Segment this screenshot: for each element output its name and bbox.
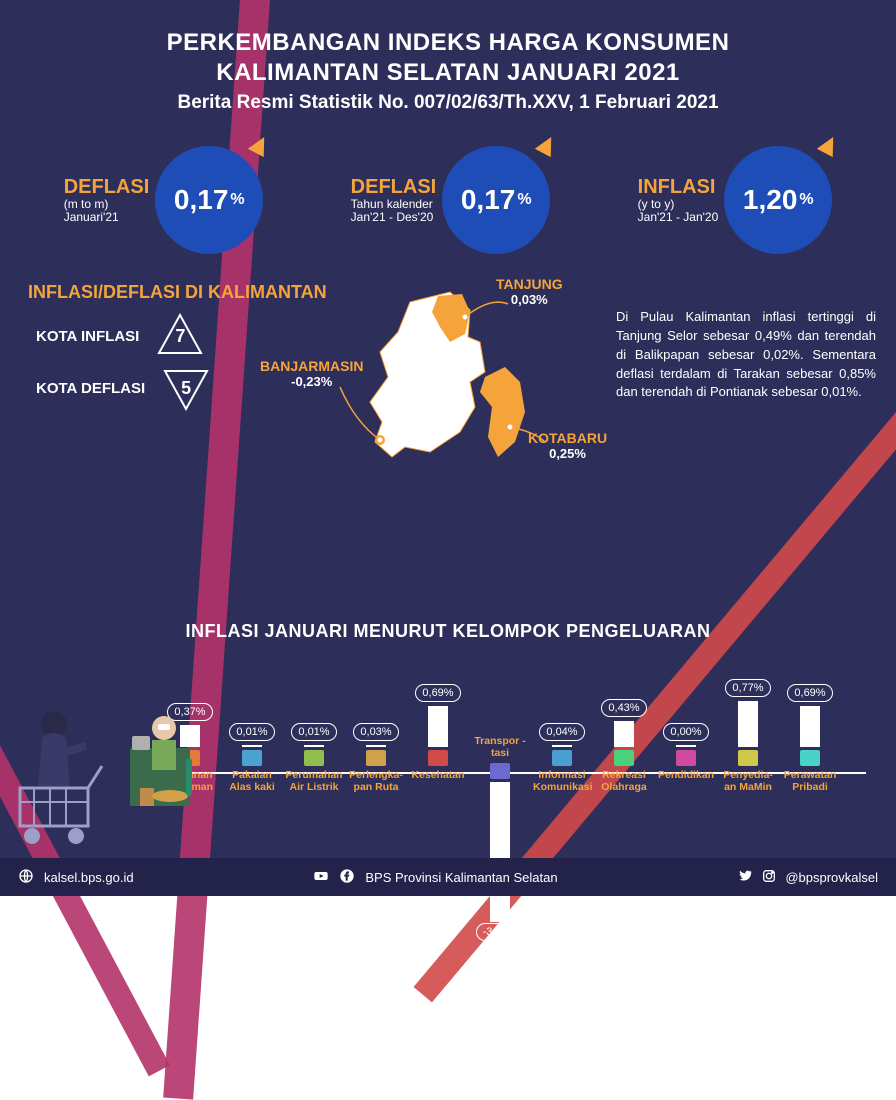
kota-inflasi-label: KOTA INFLASI <box>36 328 139 345</box>
category-label: Informasi Komunikasi <box>533 770 591 793</box>
bar <box>800 706 820 747</box>
category-label: Pakaian Alas kaki <box>223 770 281 793</box>
category-label: Perlengka- pan Ruta <box>347 770 405 793</box>
footer-website: kalsel.bps.go.id <box>44 870 134 885</box>
bar <box>676 745 696 747</box>
bar-value: 0,00% <box>663 723 708 741</box>
category-icon <box>738 750 758 766</box>
footer-handle: @bpsprovkalsel <box>785 870 878 885</box>
category-icon <box>800 750 820 766</box>
city-value: -0,23% <box>260 374 363 389</box>
title-line1: PERKEMBANGAN INDEKS HARGA KONSUMEN <box>0 28 896 58</box>
category-icon <box>490 763 510 779</box>
category-icon <box>676 750 696 766</box>
header: PERKEMBANGAN INDEKS HARGA KONSUMEN KALIM… <box>0 0 896 114</box>
category-label: Penyedia- an MaMin <box>719 770 777 793</box>
bar-value: 0,69% <box>787 684 832 702</box>
bar <box>366 745 386 747</box>
expenditure-title: INFLASI JANUARI MENURUT KELOMPOK PENGELU… <box>0 621 896 642</box>
shopping-illustration <box>10 688 210 848</box>
kota-inflasi-value: 7 <box>175 326 185 347</box>
bar-value: -3,95% <box>476 923 525 941</box>
bar-item: 0,01% Perumahan Air Listrik <box>285 722 343 793</box>
youtube-icon <box>313 868 329 887</box>
city-tanjung: TANJUNG 0,03% <box>496 276 563 307</box>
twitter-icon <box>737 868 753 887</box>
facebook-icon <box>339 868 355 887</box>
category-label: Rekreasi Olahraga <box>595 770 653 793</box>
stat-circle: 1,20% <box>724 146 832 254</box>
bar <box>490 782 510 922</box>
city-name: KOTABARU <box>528 430 607 446</box>
category-icon <box>614 750 634 766</box>
stat-circle: 0,17% <box>442 146 550 254</box>
bar-value: 0,69% <box>415 684 460 702</box>
category-icon <box>366 750 386 766</box>
stat-label: INFLASI(y to y)Jan'21 - Jan'20 <box>638 176 719 224</box>
stat-label: DEFLASITahun kalenderJan'21 - Des'20 <box>351 176 437 224</box>
city-name: TANJUNG <box>496 276 563 292</box>
bar-item: 0,77% Penyedia- an MaMin <box>719 678 777 793</box>
category-icon <box>552 750 572 766</box>
mid-section: INFLASI/DEFLASI DI KALIMANTAN KOTA INFLA… <box>0 282 896 411</box>
stat-item: DEFLASITahun kalenderJan'21 - Des'20 0,1… <box>351 146 551 254</box>
bar-value: 0,04% <box>539 723 584 741</box>
bar-value: 0,03% <box>353 723 398 741</box>
headline-stats: DEFLASI(m to m)Januari'21 0,17% DEFLASIT… <box>0 146 896 254</box>
category-icon <box>242 750 262 766</box>
bar-item: 0,43% Rekreasi Olahraga <box>595 698 653 793</box>
bar <box>242 745 262 747</box>
triangle-up-icon: 7 <box>157 313 203 359</box>
bar-item: 0,03% Perlengka- pan Ruta <box>347 722 405 793</box>
bar-item: 0,04% Informasi Komunikasi <box>533 722 591 793</box>
instagram-icon <box>761 868 777 887</box>
city-value: 0,25% <box>528 446 607 461</box>
category-label: Kesehatan <box>409 770 467 782</box>
footer-org: BPS Provinsi Kalimantan Selatan <box>365 870 557 885</box>
city-banjarmasin: BANJARMASIN -0,23% <box>260 358 363 389</box>
category-icon <box>304 750 324 766</box>
category-icon <box>428 750 448 766</box>
subtitle: Berita Resmi Statistik No. 007/02/63/Th.… <box>0 92 896 114</box>
bar-item: 0,00% Pendidikan <box>657 722 715 782</box>
stat-item: INFLASI(y to y)Jan'21 - Jan'20 1,20% <box>638 146 833 254</box>
bar-value: 0,01% <box>229 723 274 741</box>
kota-deflasi-label: KOTA DEFLASI <box>36 380 145 397</box>
globe-icon <box>18 868 34 887</box>
bar <box>304 745 324 747</box>
category-label: Perumahan Air Listrik <box>285 770 343 793</box>
city-name: BANJARMASIN <box>260 358 363 374</box>
bar-item: 0,69% Kesehatan <box>409 683 467 782</box>
bar <box>428 706 448 747</box>
bar-item: Transpor -tasi -3,95% <box>471 732 529 945</box>
category-label: Perawatan Pribadi <box>781 770 839 793</box>
kota-deflasi-value: 5 <box>181 378 191 399</box>
city-value: 0,03% <box>496 292 563 307</box>
stat-label: DEFLASI(m to m)Januari'21 <box>64 176 150 224</box>
bar-item: 0,01% Pakaian Alas kaki <box>223 722 281 793</box>
bar-item: 0,69% Perawatan Pribadi <box>781 683 839 793</box>
category-label: Pendidikan <box>657 770 715 782</box>
bar-value: 0,77% <box>725 679 770 697</box>
city-kotabaru: KOTABARU 0,25% <box>528 430 607 461</box>
stat-item: DEFLASI(m to m)Januari'21 0,17% <box>64 146 264 254</box>
footer: kalsel.bps.go.id BPS Provinsi Kalimantan… <box>0 858 896 896</box>
triangle-down-icon: 5 <box>163 365 209 411</box>
bar <box>552 745 572 747</box>
bar <box>738 701 758 747</box>
map: TANJUNG 0,03% BANJARMASIN -0,23% KOTABAR… <box>320 282 580 502</box>
bar <box>614 721 634 747</box>
category-label: Transpor -tasi <box>471 736 529 759</box>
bar-value: 0,01% <box>291 723 336 741</box>
description-text: Di Pulau Kalimantan inflasi tertinggi di… <box>616 308 876 402</box>
bar-value: 0,43% <box>601 699 646 717</box>
stat-circle: 0,17% <box>155 146 263 254</box>
title-line2: KALIMANTAN SELATAN JANUARI 2021 <box>0 58 896 88</box>
